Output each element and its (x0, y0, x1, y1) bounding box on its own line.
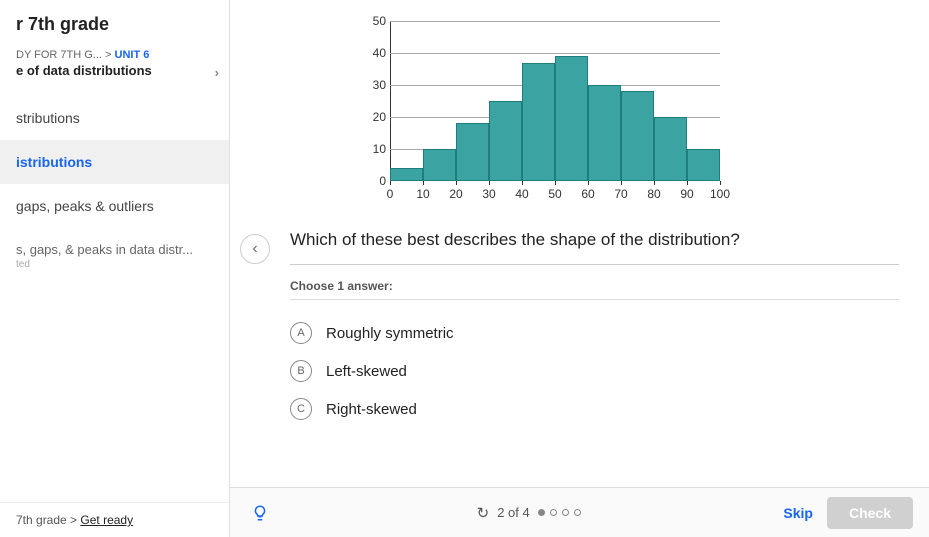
histogram-chart: 0 10 20 30 40 50 0 10 20 30 40 50 60 70 80 90 100 (350, 16, 730, 206)
choice-label: Left-skewed (326, 363, 407, 380)
pager-dot (538, 509, 545, 516)
y-tick-label: 0 (360, 174, 386, 188)
histogram-bar (423, 149, 456, 181)
choice-c[interactable]: C Right-skewed (290, 390, 899, 428)
histogram-bar (555, 56, 588, 181)
crumb-course[interactable]: DY FOR 7TH G... (16, 49, 102, 61)
bottom-crumb-link[interactable]: Get ready (80, 513, 133, 527)
grid-line (390, 53, 720, 54)
lesson-title[interactable]: e of data distributions › (0, 63, 229, 96)
chart-plot-area: 010203040500102030405060708090100 (390, 21, 720, 181)
histogram-bar (654, 117, 687, 181)
x-tick-label: 100 (710, 187, 730, 201)
y-tick-label: 20 (360, 110, 386, 124)
x-tick-label: 20 (449, 187, 462, 201)
choice-b[interactable]: B Left-skewed (290, 352, 899, 390)
histogram-bar (687, 149, 720, 181)
check-button[interactable]: Check (827, 497, 913, 529)
histogram-bar (588, 85, 621, 181)
question-body: Which of these best describes the shape … (290, 230, 899, 428)
chart-zone: 0 10 20 30 40 50 0 10 20 30 40 50 60 70 80 90 100 (230, 0, 929, 230)
sidebar-item-sub: ted (16, 259, 213, 270)
x-tick-label: 30 (482, 187, 495, 201)
lesson-title-text: e of data distributions (16, 63, 152, 78)
x-tick-label: 80 (647, 187, 660, 201)
x-tick-label: 50 (548, 187, 561, 201)
histogram-bar (621, 91, 654, 181)
x-tick (621, 181, 622, 185)
pager-dot (562, 509, 569, 516)
x-tick (456, 181, 457, 185)
x-tick-label: 60 (581, 187, 594, 201)
y-tick-label: 30 (360, 78, 386, 92)
breadcrumb: DY FOR 7TH G... > UNIT 6 (0, 49, 229, 63)
chevron-right-icon: › (215, 65, 219, 80)
bottom-breadcrumb: 7th grade > Get ready (0, 502, 229, 537)
pager: ↻ 2 of 4 (274, 504, 783, 522)
choices-list: A Roughly symmetric B Left-skewed C Right-ske… (290, 300, 899, 428)
choice-label: Right-skewed (326, 401, 417, 418)
pager-dots (538, 509, 581, 516)
choice-letter-icon: C (290, 398, 312, 420)
prev-question-button[interactable]: ‹ (240, 234, 270, 264)
x-tick-label: 40 (515, 187, 528, 201)
lightbulb-icon (251, 504, 269, 522)
reload-icon[interactable]: ↻ (477, 504, 490, 522)
question-instruction: Choose 1 answer: (290, 265, 899, 300)
y-tick-label: 40 (360, 46, 386, 60)
bottom-crumb-pre: 7th grade > (16, 513, 80, 527)
skip-button[interactable]: Skip (783, 505, 813, 521)
x-tick (522, 181, 523, 185)
sidebar-item-3[interactable]: s, gaps, & peaks in data distr...ted (0, 228, 229, 284)
sidebar: r 7th grade DY FOR 7TH G... > UNIT 6 e o… (0, 0, 230, 537)
sidebar-item-2[interactable]: gaps, peaks & outliers (0, 184, 229, 228)
nav-list: stributionsistributionsgaps, peaks & out… (0, 96, 229, 284)
question-text: Which of these best describes the shape … (290, 230, 899, 265)
histogram-bar (390, 168, 423, 181)
crumb-unit[interactable]: UNIT 6 (115, 49, 150, 61)
histogram-bar (456, 123, 489, 181)
pager-dot (574, 509, 581, 516)
y-tick-label: 10 (360, 142, 386, 156)
pager-position: 2 of 4 (497, 505, 530, 520)
histogram-bar (522, 63, 555, 181)
x-tick (489, 181, 490, 185)
x-tick-label: 10 (416, 187, 429, 201)
sidebar-item-1[interactable]: istributions (0, 140, 229, 184)
choice-label: Roughly symmetric (326, 325, 454, 342)
hint-button[interactable] (246, 499, 274, 527)
choice-letter-icon: B (290, 360, 312, 382)
x-tick (588, 181, 589, 185)
x-tick-label: 90 (680, 187, 693, 201)
x-tick (720, 181, 721, 185)
x-tick (390, 181, 391, 185)
footer-bar: ↻ 2 of 4 Skip Check (230, 487, 929, 537)
x-tick-label: 70 (614, 187, 627, 201)
sidebar-item-0[interactable]: stributions (0, 96, 229, 140)
crumb-sep: > (105, 49, 111, 61)
x-tick-label: 0 (387, 187, 394, 201)
x-tick (555, 181, 556, 185)
main-panel: 0 10 20 30 40 50 0 10 20 30 40 50 60 70 80 90 100 ‹ Whic… (230, 0, 929, 537)
choice-a[interactable]: A Roughly symmetric (290, 314, 899, 352)
grid-line (390, 21, 720, 22)
app-root: r 7th grade DY FOR 7TH G... > UNIT 6 e o… (0, 0, 929, 537)
y-tick-label: 50 (360, 14, 386, 28)
histogram-bar (489, 101, 522, 181)
pager-dot (550, 509, 557, 516)
x-tick (687, 181, 688, 185)
chevron-left-icon: ‹ (252, 240, 257, 258)
x-tick (423, 181, 424, 185)
course-title: r 7th grade (0, 14, 229, 49)
question-wrap: ‹ Which of these best describes the shap… (230, 230, 929, 428)
x-tick (654, 181, 655, 185)
choice-letter-icon: A (290, 322, 312, 344)
